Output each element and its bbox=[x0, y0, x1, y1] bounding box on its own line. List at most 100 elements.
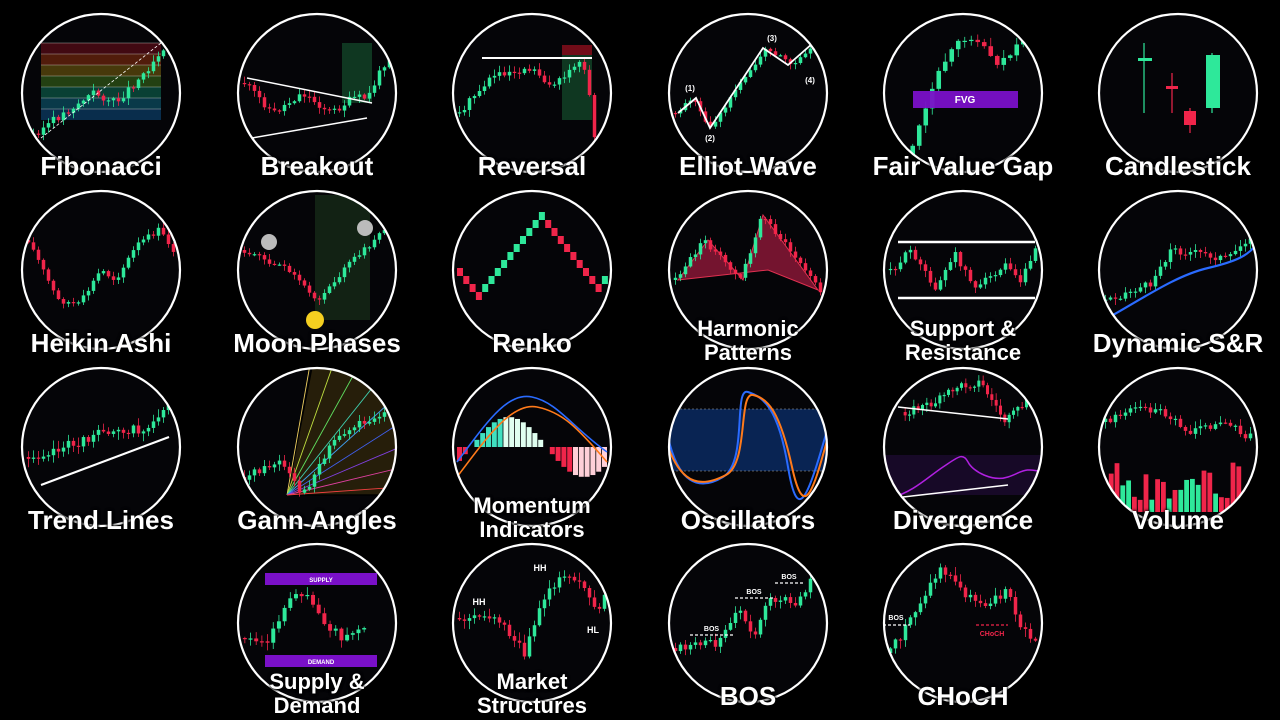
tile-label: Market Structures bbox=[417, 670, 647, 718]
tile-divergence bbox=[881, 365, 1045, 529]
candle bbox=[1158, 266, 1163, 276]
candle bbox=[763, 605, 768, 620]
circle-frame bbox=[882, 366, 1044, 528]
renko-brick bbox=[532, 220, 539, 228]
tile-momentum-indicators bbox=[450, 365, 614, 529]
fib-band bbox=[41, 43, 161, 54]
renko-brick bbox=[526, 228, 533, 236]
overlay-line bbox=[251, 117, 368, 139]
candle bbox=[728, 622, 733, 630]
candle bbox=[1184, 111, 1196, 125]
candle bbox=[282, 104, 287, 112]
overlay-line bbox=[40, 42, 162, 139]
candle bbox=[1213, 424, 1218, 429]
candle bbox=[753, 237, 758, 254]
fvg-zone bbox=[913, 91, 1018, 108]
candle bbox=[1001, 57, 1007, 65]
candle bbox=[988, 276, 993, 278]
circle-frame bbox=[451, 366, 613, 528]
candle bbox=[1168, 249, 1173, 263]
circle-frame bbox=[667, 189, 829, 351]
candle bbox=[91, 90, 96, 96]
candle bbox=[907, 414, 912, 416]
renko-chart bbox=[451, 189, 613, 351]
candle bbox=[302, 489, 307, 493]
candle bbox=[1028, 628, 1033, 639]
candle bbox=[502, 622, 507, 625]
volume-bar bbox=[1161, 481, 1166, 512]
candle bbox=[798, 596, 803, 606]
candle bbox=[56, 448, 61, 452]
candle bbox=[267, 466, 272, 468]
candle bbox=[1238, 425, 1243, 435]
candle bbox=[131, 87, 136, 89]
candle bbox=[1138, 406, 1143, 409]
candle bbox=[898, 639, 903, 641]
volume-bar bbox=[1230, 462, 1236, 512]
candle bbox=[958, 252, 963, 267]
candle bbox=[1168, 416, 1173, 420]
candle bbox=[121, 429, 126, 433]
candle bbox=[1243, 243, 1248, 247]
candle bbox=[1218, 422, 1223, 425]
tile-label: Fair Value Gap bbox=[848, 153, 1078, 179]
tile-trend-lines bbox=[19, 365, 183, 529]
candle bbox=[552, 587, 557, 589]
histogram-bar bbox=[584, 447, 590, 477]
candle bbox=[377, 233, 382, 240]
candle bbox=[898, 262, 903, 270]
candle bbox=[708, 640, 713, 642]
renko-brick bbox=[557, 236, 564, 244]
candle bbox=[96, 429, 101, 435]
circle-frame bbox=[882, 12, 1044, 174]
candle bbox=[793, 602, 798, 606]
label-line: Reversal bbox=[477, 151, 587, 181]
volume-bar bbox=[1190, 478, 1195, 512]
full-moon-icon bbox=[357, 220, 373, 236]
candle bbox=[1173, 418, 1178, 421]
momentum-indicators-chart bbox=[451, 366, 613, 528]
candle bbox=[763, 218, 768, 221]
candle bbox=[342, 105, 347, 111]
candle bbox=[1016, 406, 1020, 411]
volume-bar bbox=[1236, 466, 1242, 512]
label-line: Trend Lines bbox=[28, 505, 174, 535]
histogram-bar bbox=[532, 433, 538, 447]
candle bbox=[537, 608, 542, 626]
volume-bar bbox=[1143, 474, 1149, 512]
candle bbox=[1108, 418, 1113, 423]
candle bbox=[327, 445, 332, 459]
candle bbox=[312, 474, 317, 487]
candle bbox=[347, 261, 352, 268]
candle bbox=[66, 302, 71, 304]
candle bbox=[758, 619, 763, 635]
candle bbox=[678, 274, 683, 278]
candle bbox=[287, 265, 292, 273]
candle bbox=[733, 612, 738, 623]
candle bbox=[1007, 55, 1013, 58]
candle bbox=[738, 610, 743, 613]
candle bbox=[337, 108, 342, 111]
candle bbox=[683, 644, 688, 650]
label-line: Elliot Wave bbox=[679, 151, 817, 181]
candle bbox=[1027, 34, 1033, 40]
overlay-line bbox=[40, 435, 170, 487]
candle bbox=[66, 112, 71, 114]
trend-lines-chart bbox=[20, 366, 182, 528]
candle bbox=[547, 588, 552, 600]
candle bbox=[352, 96, 357, 99]
candle bbox=[1238, 246, 1243, 251]
candle bbox=[532, 69, 537, 71]
candle bbox=[141, 239, 146, 243]
candle bbox=[377, 416, 382, 419]
candle bbox=[332, 282, 337, 287]
label-line: Structures bbox=[476, 693, 588, 718]
candle bbox=[788, 597, 793, 603]
candle bbox=[492, 617, 497, 619]
candle bbox=[748, 70, 753, 77]
candlestick-chart bbox=[1097, 12, 1259, 174]
overlay-path bbox=[286, 368, 396, 496]
candle bbox=[981, 380, 985, 386]
candle bbox=[972, 386, 977, 388]
candle bbox=[171, 401, 176, 404]
